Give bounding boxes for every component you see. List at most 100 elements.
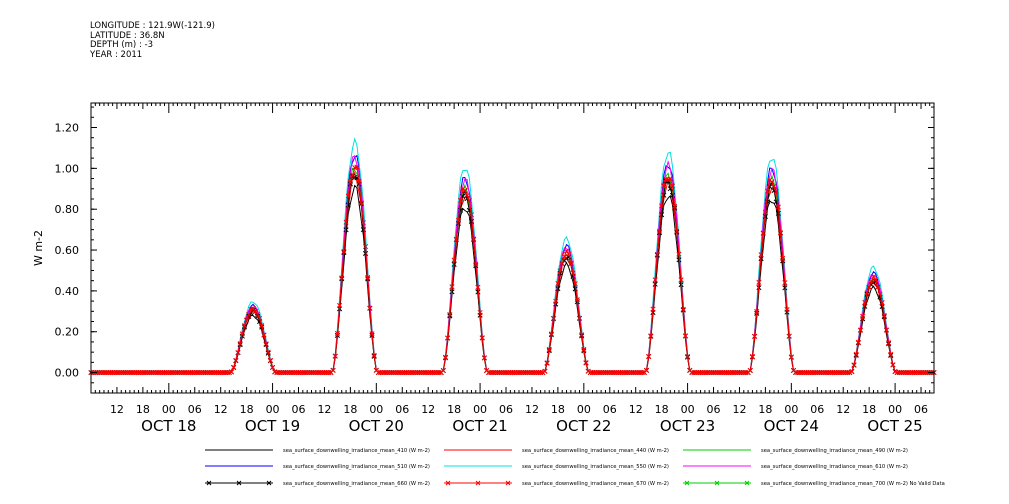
series-marker: [553, 298, 559, 304]
series-marker: [414, 370, 420, 376]
series-marker: [423, 370, 429, 376]
legend-marker: [266, 480, 272, 486]
series-marker: [494, 370, 500, 376]
y-tick-label: 0.20: [55, 326, 80, 339]
x-hour-label: 18: [447, 403, 461, 416]
series-marker: [455, 217, 462, 223]
x-hour-label: 00: [681, 403, 695, 416]
series-marker: [637, 370, 643, 376]
series-marker: [771, 183, 777, 189]
series-marker: [836, 370, 842, 376]
series-marker: [278, 370, 284, 376]
series-marker: [808, 370, 814, 376]
series-marker: [661, 183, 667, 189]
series-marker: [680, 306, 686, 312]
series-marker: [643, 367, 650, 373]
series-marker: [419, 370, 425, 376]
x-hour-label: 12: [525, 403, 539, 416]
series-marker: [205, 370, 211, 376]
series-marker: [447, 312, 453, 318]
series-marker: [233, 357, 239, 363]
x-hour-label: 18: [655, 403, 669, 416]
series-marker: [780, 255, 786, 261]
x-hour-label: 06: [395, 403, 409, 416]
series-marker: [367, 305, 373, 311]
x-hour-label: 00: [162, 403, 176, 416]
series-marker: [596, 370, 602, 376]
series-marker: [200, 370, 206, 376]
x-hour-label: 12: [110, 403, 124, 416]
series-marker: [198, 370, 204, 376]
series-marker: [254, 311, 260, 318]
series-marker: [765, 188, 771, 194]
series-marker: [397, 370, 403, 376]
series-marker: [280, 370, 286, 376]
series-marker: [371, 352, 377, 358]
x-hour-label: 00: [577, 403, 591, 416]
series-marker: [624, 370, 630, 376]
series-marker: [654, 251, 660, 257]
series-marker: [555, 286, 561, 292]
series-marker: [265, 349, 271, 355]
series-marker: [417, 370, 423, 376]
series-marker: [866, 284, 872, 290]
series-marker: [829, 370, 835, 376]
series-marker: [911, 370, 918, 376]
series-marker: [758, 252, 764, 258]
series-marker: [520, 370, 526, 376]
series-marker: [698, 370, 704, 376]
series-marker: [514, 370, 520, 376]
series-marker: [345, 193, 351, 199]
y-tick-label: 0.40: [55, 285, 80, 298]
legend-marker: [236, 480, 242, 486]
series-marker: [907, 370, 913, 376]
x-day-label: OCT 19: [245, 417, 300, 435]
series-marker: [131, 370, 137, 376]
series-marker: [754, 309, 760, 315]
series-marker: [157, 370, 163, 376]
series-marker: [391, 370, 397, 376]
series-marker: [177, 370, 183, 376]
series-marker: [853, 351, 859, 357]
series-line: [91, 167, 934, 374]
series-marker: [339, 275, 345, 281]
series-marker: [345, 202, 351, 208]
legend-item: sea_surface_downwelling_irradiance_mean_…: [683, 448, 908, 454]
series-marker: [114, 370, 120, 376]
series-marker: [598, 370, 604, 376]
series-marker: [259, 323, 265, 329]
series-marker: [475, 284, 481, 290]
series-marker: [760, 230, 766, 236]
series-marker: [110, 370, 116, 376]
series-marker: [888, 351, 894, 357]
series-marker: [365, 274, 371, 281]
series-marker: [844, 370, 851, 376]
series-marker: [507, 370, 513, 376]
series-marker: [250, 305, 256, 312]
series-marker: [168, 370, 174, 376]
series-marker: [503, 370, 509, 376]
axes-layer: 0.00 0.20 0.40 0.60 0.80 1.00 1.20 W m-2 12 18 00 0…: [32, 103, 935, 435]
series-marker: [784, 307, 790, 313]
series-marker: [600, 370, 606, 376]
series-marker: [914, 370, 920, 376]
series-marker: [592, 370, 598, 376]
series-marker: [860, 313, 866, 319]
x-hour-label: 00: [784, 403, 798, 416]
series-marker: [752, 333, 758, 339]
series-marker: [894, 370, 900, 376]
series-marker: [710, 370, 717, 376]
series-marker: [650, 306, 656, 312]
series-marker: [289, 370, 295, 376]
series-marker: [535, 370, 541, 376]
series-marker: [708, 370, 714, 376]
series-marker: [786, 333, 792, 339]
series-marker: [909, 370, 915, 376]
series-marker: [144, 370, 150, 376]
series-marker: [531, 370, 537, 376]
series-marker: [659, 212, 665, 218]
series-marker: [481, 355, 487, 361]
series-marker: [628, 370, 634, 376]
series-marker: [862, 303, 868, 309]
series-marker: [924, 370, 931, 376]
